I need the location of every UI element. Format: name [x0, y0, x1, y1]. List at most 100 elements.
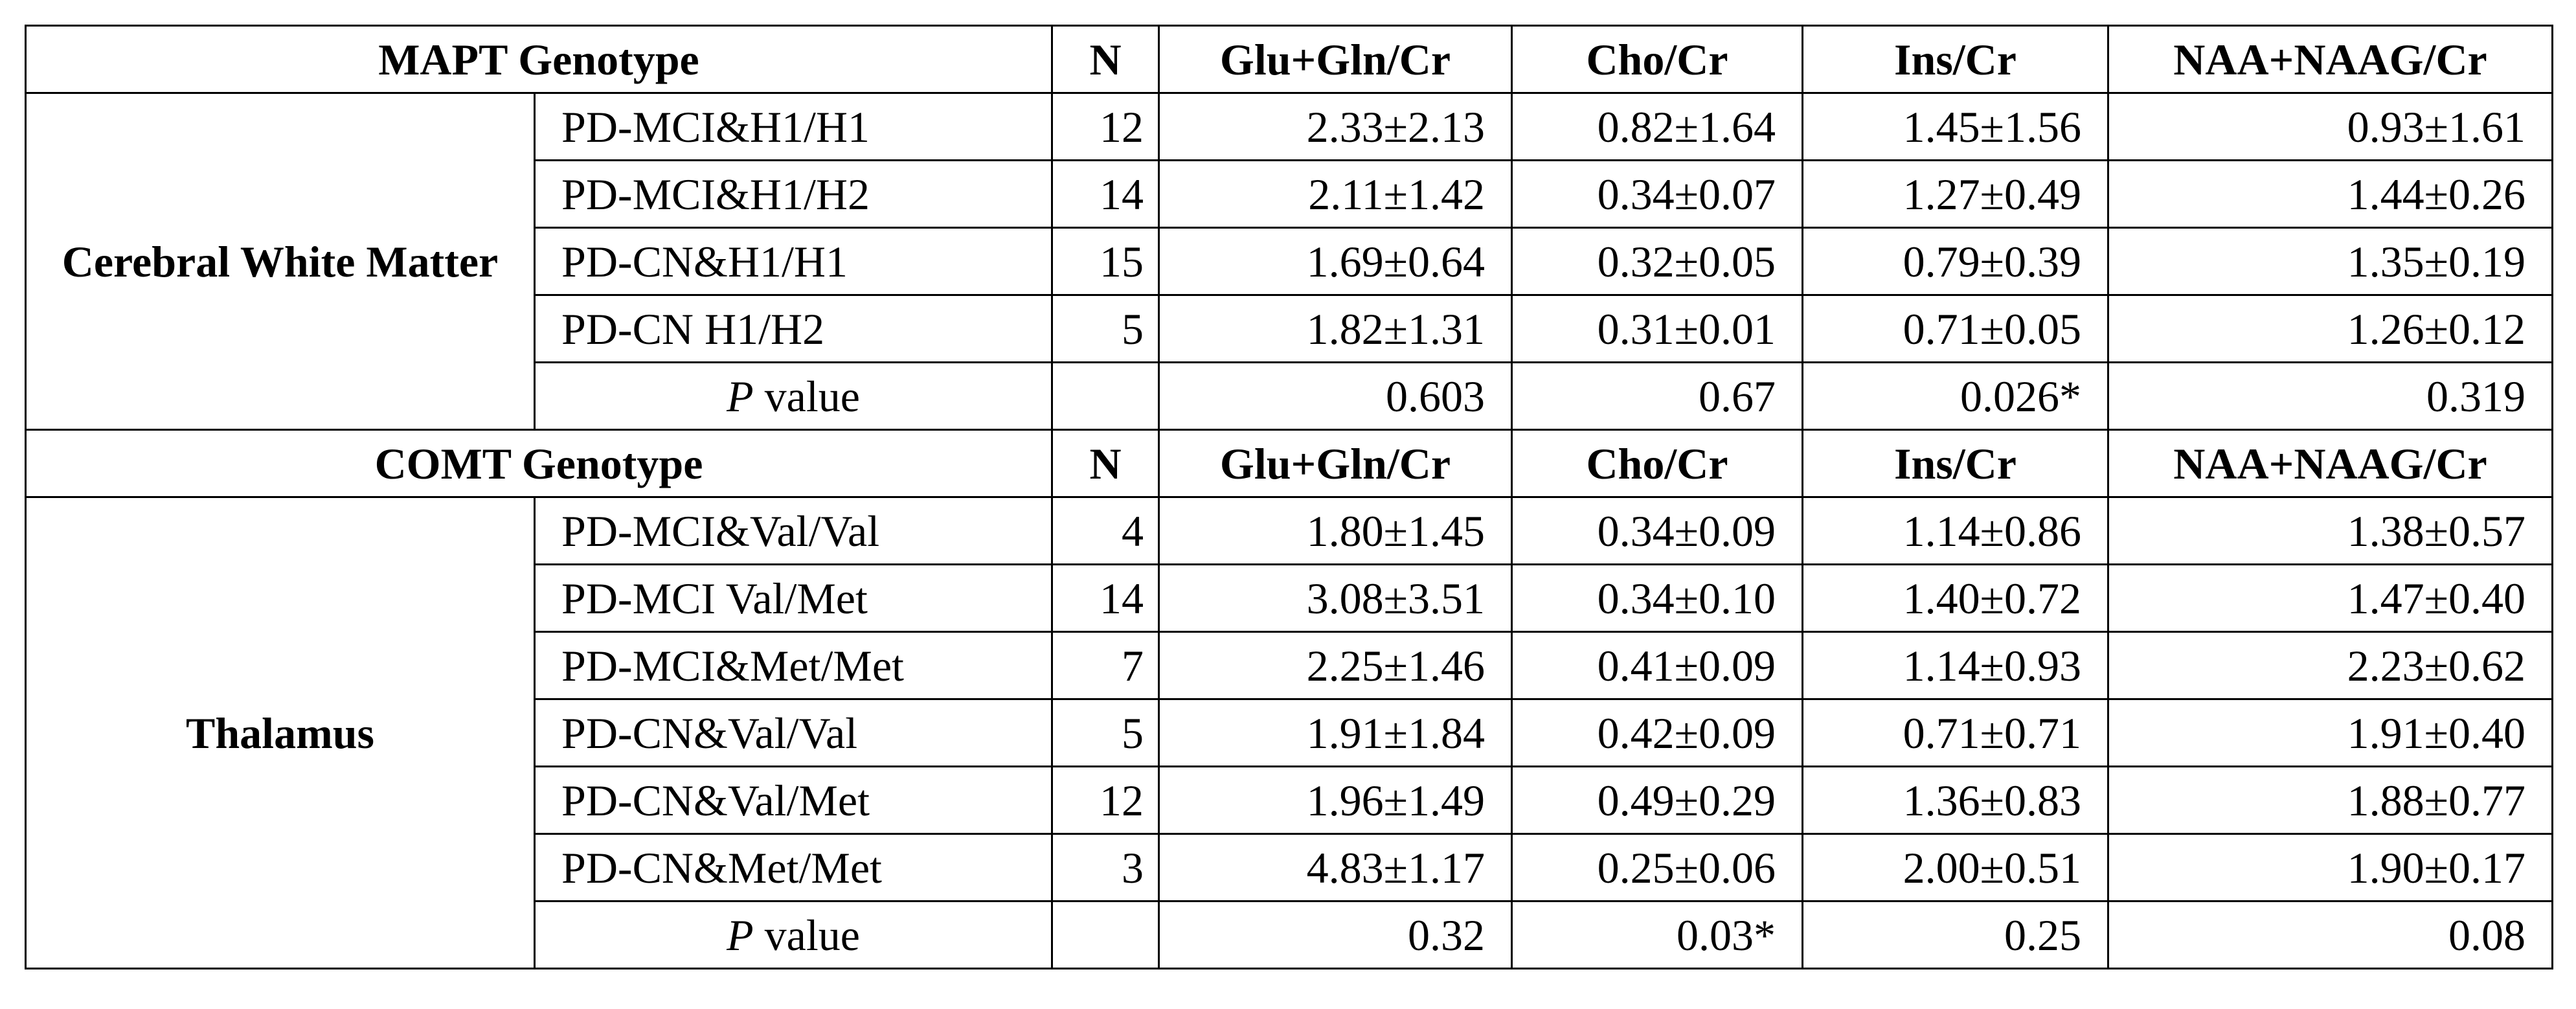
value-cell: 0.49±0.29	[1511, 765, 1803, 835]
value-cell: 0.25±0.06	[1511, 833, 1803, 902]
value-cell: 1.14±0.93	[1802, 631, 2109, 700]
group-label: PD-CN&Val/Val	[534, 698, 1053, 767]
group-label: PD-MCI&H1/H1	[534, 92, 1053, 161]
value-cell: 1.40±0.72	[1802, 563, 2109, 633]
p-value: 0.32	[1158, 900, 1513, 969]
value-cell: 2.25±1.46	[1158, 631, 1513, 700]
value-cell: 0.34±0.07	[1511, 159, 1803, 229]
p-value-row: P value 0.603 0.67 0.026* 0.319	[26, 361, 2553, 431]
data-row: PD-CN&Met/Met 3 4.83±1.17 0.25±0.06 2.00±0.5…	[26, 833, 2553, 902]
p-value-label: P value	[534, 900, 1053, 969]
group-label: PD-MCI Val/Met	[534, 563, 1053, 633]
p-letter: P	[727, 371, 754, 421]
region-label: Cerebral White Matter	[25, 92, 536, 431]
region-label: Thalamus	[25, 496, 536, 969]
column-header: NAA+NAAG/Cr	[2107, 25, 2553, 94]
p-value: 0.026*	[1802, 361, 2109, 431]
p-value: 0.25	[1802, 900, 2109, 969]
column-header: Ins/Cr	[1802, 25, 2109, 94]
n-cell	[1051, 900, 1160, 969]
n-cell: 4	[1051, 496, 1160, 565]
n-cell: 12	[1051, 765, 1160, 835]
group-label: PD-CN H1/H2	[534, 294, 1053, 363]
p-value: 0.319	[2107, 361, 2553, 431]
value-cell: 1.38±0.57	[2107, 496, 2553, 565]
value-cell: 1.44±0.26	[2107, 159, 2553, 229]
p-value: 0.03*	[1511, 900, 1803, 969]
group-label: PD-CN&Val/Met	[534, 765, 1053, 835]
value-cell: 2.23±0.62	[2107, 631, 2553, 700]
value-cell: 1.91±0.40	[2107, 698, 2553, 767]
value-cell: 2.33±2.13	[1158, 92, 1513, 161]
value-cell: 1.90±0.17	[2107, 833, 2553, 902]
value-cell: 1.27±0.49	[1802, 159, 2109, 229]
n-cell: 14	[1051, 563, 1160, 633]
value-cell: 1.88±0.77	[2107, 765, 2553, 835]
value-cell: 1.82±1.31	[1158, 294, 1513, 363]
value-cell: 0.71±0.05	[1802, 294, 2109, 363]
value-cell: 0.71±0.71	[1802, 698, 2109, 767]
column-header: NAA+NAAG/Cr	[2107, 429, 2553, 498]
value-cell: 0.93±1.61	[2107, 92, 2553, 161]
data-row: PD-CN&Val/Val 5 1.91±1.84 0.42±0.09 0.71±0.7…	[26, 698, 2553, 767]
value-cell: 1.26±0.12	[2107, 294, 2553, 363]
n-cell: 15	[1051, 227, 1160, 296]
data-row: PD-CN&Val/Met 12 1.96±1.49 0.49±0.29 1.36±0.…	[26, 765, 2553, 835]
value-cell: 0.42±0.09	[1511, 698, 1803, 767]
column-header: Cho/Cr	[1511, 25, 1803, 94]
value-cell: 1.80±1.45	[1158, 496, 1513, 565]
data-row: PD-MCI&Met/Met 7 2.25±1.46 0.41±0.09 1.14±0.…	[26, 631, 2553, 700]
data-row: Thalamus PD-MCI&Val/Val 4 1.80±1.45 0.34±0.0…	[25, 496, 2553, 969]
p-value: 0.67	[1511, 361, 1803, 431]
value-cell: 1.36±0.83	[1802, 765, 2109, 835]
value-cell: 4.83±1.17	[1158, 833, 1513, 902]
group-label: PD-MCI&H1/H2	[534, 159, 1053, 229]
value-cell: 1.96±1.49	[1158, 765, 1513, 835]
n-cell	[1051, 361, 1160, 431]
column-header: Glu+Gln/Cr	[1158, 25, 1513, 94]
table-body: MAPT Genotype N Glu+Gln/Cr Cho/Cr Ins/Cr NAA+…	[25, 25, 2553, 969]
value-cell: 2.11±1.42	[1158, 159, 1513, 229]
n-cell: 7	[1051, 631, 1160, 700]
value-cell: 1.14±0.86	[1802, 496, 2109, 565]
p-value: 0.603	[1158, 361, 1513, 431]
column-header: N	[1051, 25, 1160, 94]
n-cell: 5	[1051, 698, 1160, 767]
value-cell: 1.69±0.64	[1158, 227, 1513, 296]
p-label-rest: value	[764, 371, 860, 421]
p-label-rest: value	[764, 910, 860, 960]
value-cell: 1.45±1.56	[1802, 92, 2109, 161]
p-letter: P	[727, 910, 754, 960]
data-row: PD-CN H1/H2 5 1.82±1.31 0.31±0.01 0.71±0.05 1…	[26, 294, 2553, 363]
value-cell: 0.82±1.64	[1511, 92, 1803, 161]
genotype-header: MAPT Genotype	[25, 25, 1053, 94]
column-header: Cho/Cr	[1511, 429, 1803, 498]
data-row: PD-MCI Val/Met 14 3.08±3.51 0.34±0.10 1.40±0…	[26, 563, 2553, 633]
value-cell: 1.91±1.84	[1158, 698, 1513, 767]
value-cell: 2.00±0.51	[1802, 833, 2109, 902]
group-label: PD-MCI&Met/Met	[534, 631, 1053, 700]
column-header: Glu+Gln/Cr	[1158, 429, 1513, 498]
genotype-table: MAPT Genotype N Glu+Gln/Cr Cho/Cr Ins/Cr NAA+…	[25, 25, 2553, 969]
genotype-header: COMT Genotype	[25, 429, 1053, 498]
n-cell: 5	[1051, 294, 1160, 363]
group-label: PD-CN&H1/H1	[534, 227, 1053, 296]
group-label: PD-CN&Met/Met	[534, 833, 1053, 902]
value-cell: 0.34±0.09	[1511, 496, 1803, 565]
value-cell: 3.08±3.51	[1158, 563, 1513, 633]
value-cell: 1.47±0.40	[2107, 563, 2553, 633]
column-header: N	[1051, 429, 1160, 498]
p-value-row: P value 0.32 0.03* 0.25 0.08	[26, 900, 2553, 969]
column-header: Ins/Cr	[1802, 429, 2109, 498]
n-cell: 12	[1051, 92, 1160, 161]
n-cell: 3	[1051, 833, 1160, 902]
data-row: Cerebral White Matter PD-MCI&H1/H1 12 2.33±…	[25, 92, 2553, 431]
data-row: PD-CN&H1/H1 15 1.69±0.64 0.32±0.05 0.79±0.39…	[26, 227, 2553, 296]
value-cell: 0.34±0.10	[1511, 563, 1803, 633]
data-row: PD-MCI&H1/H2 14 2.11±1.42 0.34±0.07 1.27±0.4…	[26, 159, 2553, 229]
p-value: 0.08	[2107, 900, 2553, 969]
group-label: PD-MCI&Val/Val	[534, 496, 1053, 565]
header-row: MAPT Genotype N Glu+Gln/Cr Cho/Cr Ins/Cr NAA+…	[25, 25, 2553, 94]
value-cell: 0.41±0.09	[1511, 631, 1803, 700]
